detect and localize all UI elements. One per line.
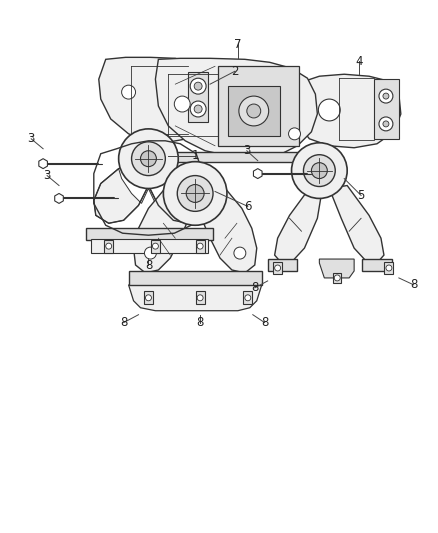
- Polygon shape: [188, 72, 208, 122]
- Text: 8: 8: [145, 259, 152, 271]
- Circle shape: [119, 129, 178, 189]
- Circle shape: [186, 184, 204, 203]
- Text: 3: 3: [43, 169, 51, 182]
- Bar: [155, 152, 318, 161]
- Circle shape: [194, 82, 202, 90]
- Bar: [228, 86, 279, 136]
- Polygon shape: [319, 259, 354, 278]
- Text: 5: 5: [357, 189, 365, 202]
- Text: 8: 8: [410, 278, 417, 292]
- Circle shape: [122, 85, 135, 99]
- Polygon shape: [134, 190, 257, 273]
- Circle shape: [334, 275, 340, 281]
- Polygon shape: [294, 74, 401, 148]
- Circle shape: [379, 89, 393, 103]
- Bar: [91, 239, 208, 253]
- Polygon shape: [94, 168, 203, 223]
- Bar: [244, 292, 252, 304]
- Polygon shape: [254, 168, 262, 179]
- Circle shape: [106, 243, 112, 249]
- Bar: [144, 292, 153, 304]
- Bar: [129, 271, 262, 285]
- Circle shape: [292, 143, 347, 198]
- Circle shape: [145, 295, 152, 301]
- Circle shape: [383, 121, 389, 127]
- Bar: [196, 292, 205, 304]
- Circle shape: [131, 142, 165, 175]
- Circle shape: [194, 105, 202, 113]
- Text: 3: 3: [243, 144, 251, 157]
- Circle shape: [145, 247, 156, 259]
- Polygon shape: [329, 185, 384, 263]
- Bar: [333, 273, 341, 283]
- Circle shape: [304, 155, 335, 187]
- Bar: [196, 240, 205, 253]
- Circle shape: [197, 243, 203, 249]
- Text: 4: 4: [355, 55, 363, 68]
- Bar: [273, 262, 282, 274]
- Bar: [385, 262, 393, 274]
- Bar: [362, 259, 392, 271]
- Circle shape: [174, 96, 190, 112]
- Polygon shape: [55, 193, 64, 204]
- Circle shape: [247, 104, 261, 118]
- Text: 8: 8: [251, 281, 258, 294]
- Bar: [86, 228, 213, 240]
- Circle shape: [383, 93, 389, 99]
- Circle shape: [197, 295, 203, 301]
- Bar: [151, 240, 160, 253]
- Polygon shape: [155, 58, 318, 158]
- Circle shape: [234, 247, 246, 259]
- Circle shape: [177, 175, 213, 212]
- Circle shape: [318, 99, 340, 121]
- Circle shape: [245, 295, 251, 301]
- Text: 8: 8: [120, 316, 127, 329]
- Polygon shape: [129, 285, 262, 311]
- Text: 8: 8: [196, 316, 204, 329]
- Circle shape: [275, 265, 281, 271]
- Circle shape: [190, 78, 206, 94]
- Bar: [104, 240, 113, 253]
- Polygon shape: [39, 159, 47, 168]
- Circle shape: [289, 128, 300, 140]
- Polygon shape: [275, 185, 322, 263]
- Text: 6: 6: [244, 200, 251, 213]
- Polygon shape: [374, 79, 399, 139]
- Text: 2: 2: [231, 64, 239, 78]
- Circle shape: [163, 161, 227, 225]
- Text: 1: 1: [191, 149, 199, 162]
- Bar: [218, 66, 300, 146]
- Circle shape: [152, 243, 159, 249]
- Circle shape: [190, 101, 206, 117]
- Circle shape: [311, 163, 327, 179]
- Text: 8: 8: [261, 316, 268, 329]
- Text: 3: 3: [28, 132, 35, 146]
- Circle shape: [386, 265, 392, 271]
- Circle shape: [379, 117, 393, 131]
- Text: 7: 7: [234, 38, 242, 51]
- Circle shape: [141, 151, 156, 167]
- Circle shape: [239, 96, 268, 126]
- Bar: [268, 259, 297, 271]
- Polygon shape: [99, 58, 215, 142]
